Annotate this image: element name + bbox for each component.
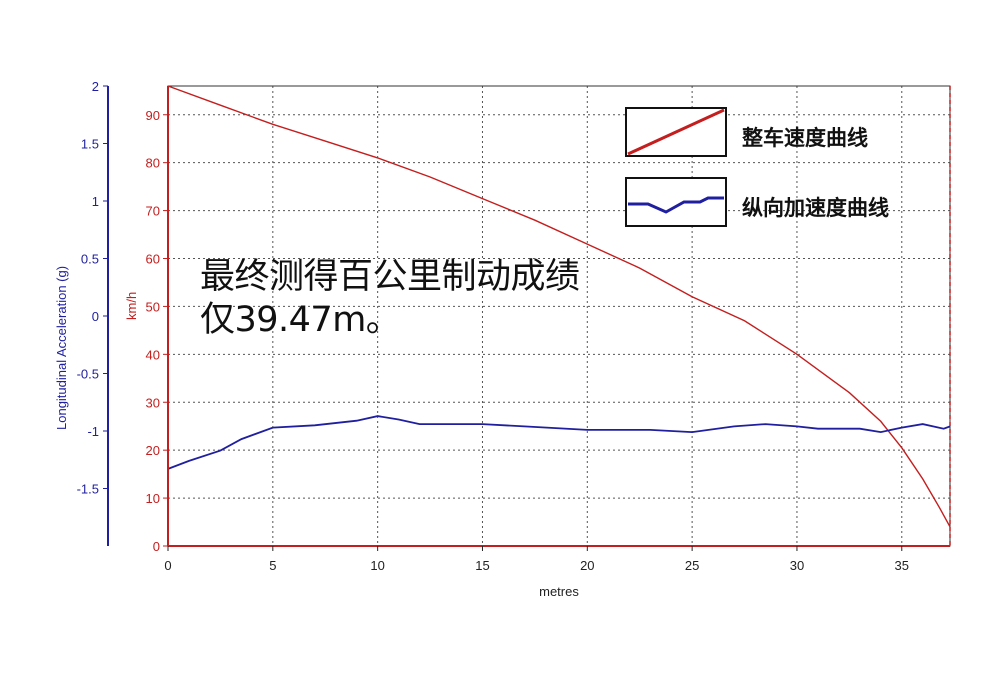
x-tick-label: 10 [370, 558, 384, 573]
x-tick-label: 5 [269, 558, 276, 573]
speed-tick-label: 10 [146, 491, 160, 506]
legend-swatch-speed-line [627, 108, 725, 156]
annotation-text: 最终测得百公里制动成绩 仅39.47m。 [200, 256, 580, 342]
accel-tick-label: 0.5 [81, 252, 99, 267]
accel-tick-label: -1 [87, 424, 99, 439]
speed-tick-label: 40 [146, 347, 160, 362]
x-tick-label: 0 [164, 558, 171, 573]
accel-axis-title: Longitudinal Acceleration (g) [54, 266, 69, 430]
annotation-line-2: 仅39.47m。 [200, 300, 401, 340]
accel-axis-ticks: 2 1.5 1 0.5 0 -0.5 -1 -1.5 [77, 79, 108, 497]
annotation-line-1: 最终测得百公里制动成绩 [200, 257, 580, 297]
accel-tick-label: 1.5 [81, 137, 99, 152]
speed-tick-label: 70 [146, 204, 160, 219]
legend-swatch-accel [625, 177, 727, 227]
x-tick-label: 15 [475, 558, 489, 573]
speed-axis-title: km/h [124, 292, 139, 320]
speed-series-line [167, 85, 951, 528]
x-tick-label: 30 [790, 558, 804, 573]
legend: 整车速度曲线 纵向加速度曲线 [625, 107, 889, 227]
legend-label-accel: 纵向加速度曲线 [742, 196, 889, 220]
x-tick-label: 25 [685, 558, 699, 573]
series-layer [167, 85, 951, 528]
accel-tick-label: -1.5 [77, 482, 99, 497]
speed-tick-label: 80 [146, 156, 160, 171]
x-tick-label: 35 [895, 558, 909, 573]
accel-tick-label: -0.5 [77, 367, 99, 382]
speed-axis-ticks: 90 80 70 60 50 40 30 20 10 0 [146, 108, 168, 554]
gridlines [168, 86, 950, 546]
accel-series-line [167, 415, 951, 470]
speed-tick-label: 0 [153, 539, 160, 554]
x-tick-label: 20 [580, 558, 594, 573]
x-axis-title: metres [539, 584, 579, 599]
accel-tick-label: 1 [92, 194, 99, 209]
speed-tick-label: 50 [146, 299, 160, 314]
accel-tick-label: 0 [92, 309, 99, 324]
legend-swatch-accel-line [628, 196, 724, 214]
legend-label-speed: 整车速度曲线 [742, 126, 868, 150]
x-axis-ticks: 0 5 10 15 20 25 30 35 [164, 546, 909, 573]
speed-tick-label: 60 [146, 252, 160, 267]
accel-tick-label: 2 [92, 79, 99, 94]
speed-tick-label: 20 [146, 443, 160, 458]
speed-tick-label: 30 [146, 395, 160, 410]
speed-tick-label: 90 [146, 108, 160, 123]
